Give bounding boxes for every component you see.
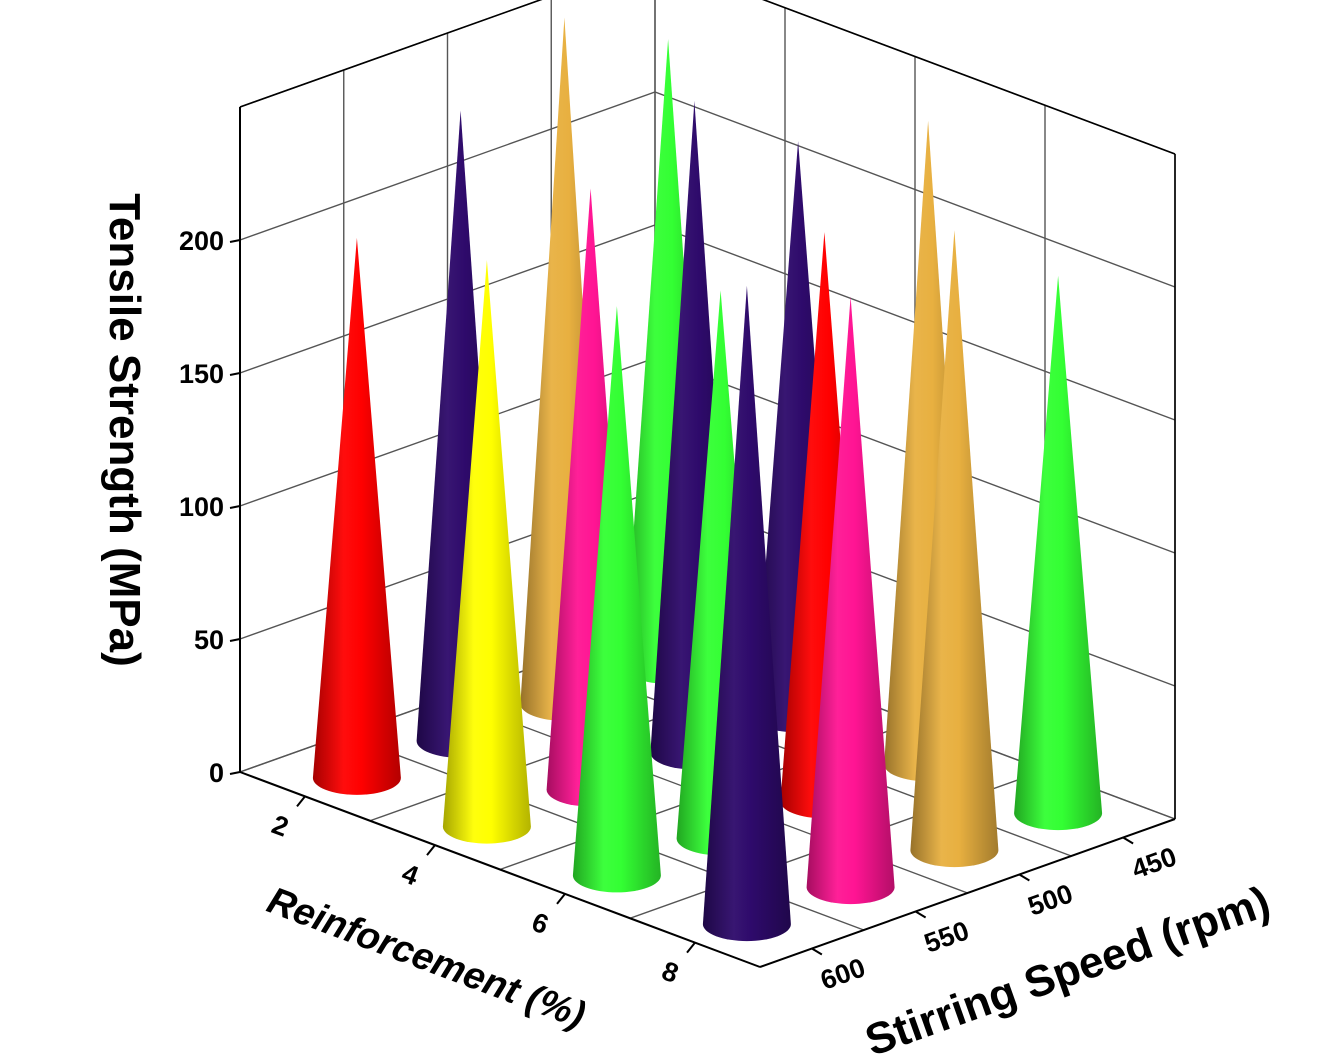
y-tick-label: 450 bbox=[1128, 841, 1181, 884]
cone-8-600 bbox=[702, 285, 791, 942]
cone-2-600 bbox=[312, 237, 401, 795]
x-axis-title: Reinforcement (%) bbox=[262, 880, 591, 1037]
z-tick-label: 0 bbox=[209, 758, 224, 788]
y-tick-label: 600 bbox=[817, 952, 870, 995]
cone-6-600 bbox=[572, 306, 661, 893]
z-tick-label: 150 bbox=[179, 359, 224, 389]
cone-8-550 bbox=[806, 296, 895, 905]
y-tick-label: 500 bbox=[1024, 878, 1077, 921]
x-tick-label: 2 bbox=[268, 809, 293, 842]
cones bbox=[312, 17, 1103, 942]
cone-8-500 bbox=[910, 230, 999, 868]
z-axis-title: Tensile Strength (MPa) bbox=[100, 193, 149, 666]
z-tick-label: 100 bbox=[179, 492, 224, 522]
x-tick-label: 8 bbox=[658, 956, 683, 989]
z-tick-label: 50 bbox=[194, 625, 224, 655]
y-tick-label: 550 bbox=[920, 915, 973, 958]
cone-8-450 bbox=[1014, 275, 1103, 831]
z-tick-label: 200 bbox=[179, 226, 224, 256]
x-tick-label: 6 bbox=[528, 907, 553, 940]
cone-4-600 bbox=[442, 260, 531, 844]
axes-frame bbox=[229, 0, 1176, 968]
x-tick-label: 4 bbox=[398, 858, 423, 891]
